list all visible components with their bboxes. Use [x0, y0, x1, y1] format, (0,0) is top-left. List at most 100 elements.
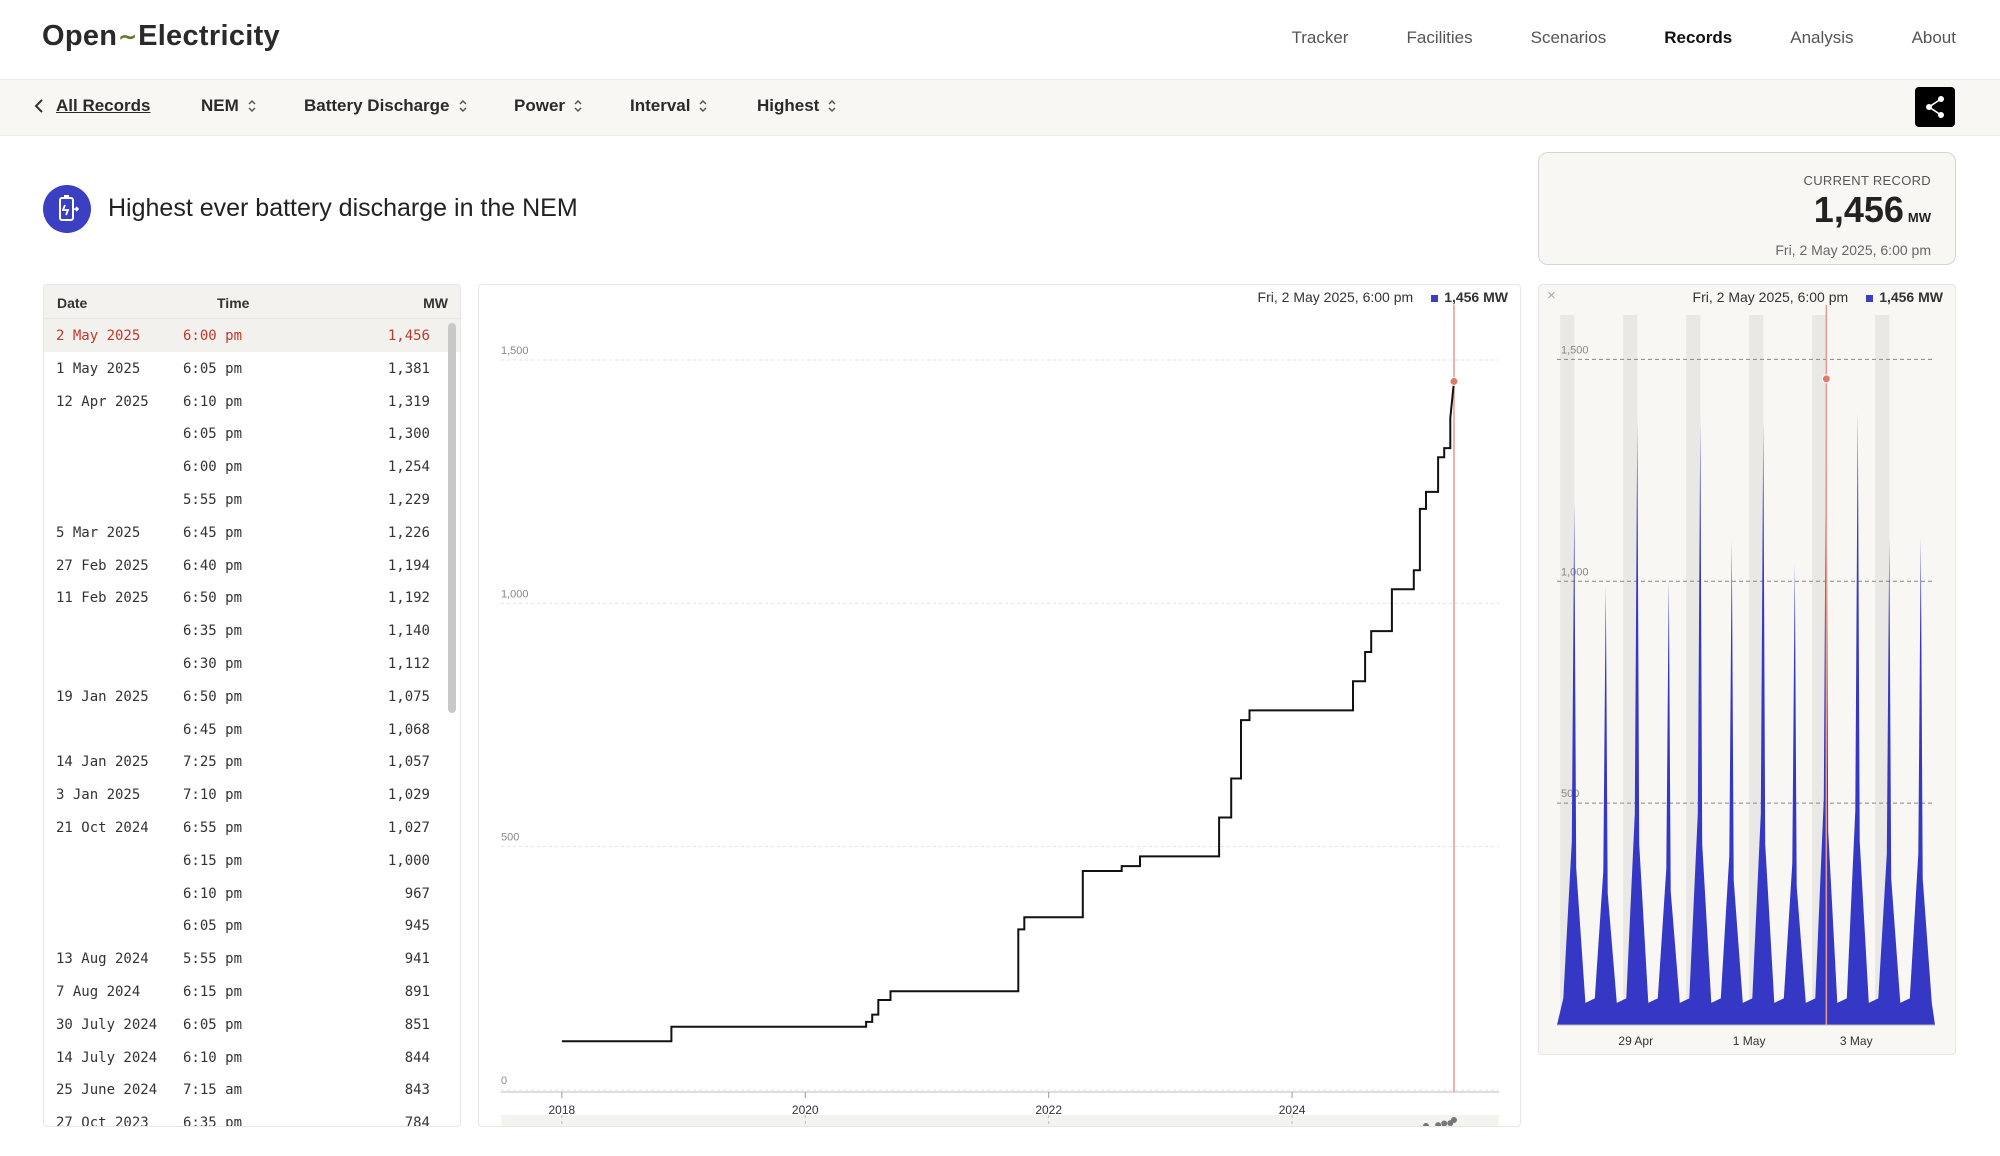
row-date: 30 July 2024: [56, 1016, 158, 1033]
x-tick-label: 1 May: [1733, 1034, 1766, 1048]
y-tick-label: 1,500: [501, 345, 529, 357]
table-row[interactable]: 25 June 2024 7:15 am 843: [44, 1073, 460, 1106]
column-header-date[interactable]: Date: [57, 295, 88, 311]
aggregate-select[interactable]: Highest: [757, 96, 837, 116]
table-row[interactable]: 5:55 pm 1,229: [44, 483, 460, 516]
metric-select[interactable]: Power: [514, 96, 583, 116]
row-time: 6:00 pm: [183, 328, 243, 344]
side-area-chart[interactable]: 500 1,000 1,500 29 Apr 1 May 3 May: [1539, 285, 1955, 1054]
row-time: 7:10 pm: [183, 787, 243, 804]
close-icon[interactable]: ×: [1547, 287, 1556, 304]
share-icon: [1926, 96, 1944, 118]
current-record-card: CURRENT RECORD 1,456 MW Fri, 2 May 2025, …: [1538, 152, 1956, 265]
column-header-mw[interactable]: MW: [423, 295, 448, 311]
table-row[interactable]: 13 Aug 2024 5:55 pm 941: [44, 942, 460, 975]
metric-label: Power: [514, 96, 566, 115]
period-select[interactable]: Interval: [630, 96, 708, 116]
table-row[interactable]: 27 Oct 2023 6:35 pm 784: [44, 1106, 460, 1127]
row-date: 14 July 2024: [56, 1049, 158, 1066]
table-row[interactable]: 14 Jan 2025 7:25 pm 1,057: [44, 745, 460, 778]
table-row[interactable]: 6:05 pm 1,300: [44, 417, 460, 450]
row-date: 5 Mar 2025: [56, 524, 141, 541]
row-mw: 967: [404, 885, 430, 902]
row-time: 6:10 pm: [183, 1049, 243, 1066]
table-row[interactable]: 30 July 2024 6:05 pm 851: [44, 1008, 460, 1041]
table-row[interactable]: 3 Jan 2025 7:10 pm 1,029: [44, 778, 460, 811]
row-time: 6:10 pm: [183, 393, 243, 410]
timeline-dot: [1441, 1120, 1448, 1126]
logo[interactable]: Open ∼ Electricity: [42, 20, 280, 53]
row-date: 12 Apr 2025: [56, 393, 149, 410]
table-row[interactable]: 12 Apr 2025 6:10 pm 1,319: [44, 385, 460, 418]
side-tooltip-date: Fri, 2 May 2025, 6:00 pm: [1692, 289, 1849, 305]
column-header-time[interactable]: Time: [217, 295, 250, 311]
logo-text-right: Electricity: [138, 20, 280, 52]
main-tooltip-value: 1,456 MW: [1444, 289, 1508, 305]
row-mw: 851: [404, 1016, 430, 1033]
row-time: 6:05 pm: [183, 426, 243, 443]
day-band: [1560, 315, 1575, 1025]
table-header: Date Time MW: [44, 285, 460, 319]
row-time: 6:50 pm: [183, 590, 243, 607]
table-row[interactable]: 11 Feb 2025 6:50 pm 1,192: [44, 581, 460, 614]
row-date: 11 Feb 2025: [56, 590, 149, 607]
table-row[interactable]: 1 May 2025 6:05 pm 1,381: [44, 352, 460, 385]
row-mw: 1,319: [387, 393, 430, 410]
table-row[interactable]: 6:00 pm 1,254: [44, 450, 460, 483]
row-mw: 1,000: [387, 852, 430, 869]
nav-link-tracker[interactable]: Tracker: [1291, 28, 1349, 47]
row-time: 7:25 pm: [183, 754, 243, 771]
table-row[interactable]: 21 Oct 2024 6:55 pm 1,027: [44, 811, 460, 844]
table-row[interactable]: 7 Aug 2024 6:15 pm 891: [44, 975, 460, 1008]
table-row[interactable]: 19 Jan 2025 6:50 pm 1,075: [44, 680, 460, 713]
region-select[interactable]: NEM: [201, 96, 257, 116]
table-row[interactable]: 14 July 2024 6:10 pm 844: [44, 1041, 460, 1074]
page-title: Highest ever battery discharge in the NE…: [108, 194, 578, 222]
y-tick-label: 1,000: [501, 588, 529, 600]
row-time: 6:05 pm: [183, 1016, 243, 1033]
side-tooltip-value: 1,456 MW: [1879, 289, 1943, 305]
timeline-dot: [1435, 1122, 1442, 1126]
main-chart-panel: Fri, 2 May 2025, 6:00 pm 1,456 MW 0 500 1,…: [478, 284, 1521, 1127]
table-row[interactable]: 6:35 pm 1,140: [44, 614, 460, 647]
row-time: 6:45 pm: [183, 524, 243, 541]
all-records-link[interactable]: All Records: [34, 96, 150, 116]
row-date: 1 May 2025: [56, 360, 141, 377]
nav-link-records[interactable]: Records: [1664, 28, 1733, 47]
row-time: 6:50 pm: [183, 688, 243, 705]
nav-link-facilities[interactable]: Facilities: [1406, 28, 1473, 47]
current-record-date: Fri, 2 May 2025, 6:00 pm: [1775, 242, 1931, 258]
row-mw: 784: [404, 1115, 430, 1127]
row-time: 6:35 pm: [183, 1115, 243, 1127]
updown-chevron-icon: [248, 99, 256, 113]
table-row[interactable]: 6:10 pm 967: [44, 877, 460, 910]
battery-discharge-icon: [43, 185, 91, 233]
row-time: 6:15 pm: [183, 852, 243, 869]
y-tick-label: 1,500: [1561, 344, 1589, 356]
table-row[interactable]: 6:05 pm 945: [44, 909, 460, 942]
row-mw: 1,057: [387, 754, 430, 771]
region-label: NEM: [201, 96, 239, 115]
fueltech-select[interactable]: Battery Discharge: [304, 96, 468, 116]
share-button[interactable]: [1915, 87, 1955, 127]
side-tooltip-value-row: 1,456 MW: [1866, 289, 1943, 305]
row-mw: 844: [404, 1049, 430, 1066]
table-row[interactable]: 6:30 pm 1,112: [44, 647, 460, 680]
table-row[interactable]: 6:45 pm 1,068: [44, 713, 460, 746]
nav-links: Tracker Facilities Scenarios Records Ana…: [1291, 28, 1956, 48]
table-row[interactable]: 5 Mar 2025 6:45 pm 1,226: [44, 516, 460, 549]
main-step-chart[interactable]: 05001,0001,50020182020202220242018202020…: [479, 285, 1520, 1126]
table-row[interactable]: 6:15 pm 1,000: [44, 844, 460, 877]
current-record-label: CURRENT RECORD: [1803, 173, 1931, 188]
table-row[interactable]: 2 May 2025 6:00 pm 1,456: [44, 319, 460, 352]
table-row[interactable]: 27 Feb 2025 6:40 pm 1,194: [44, 549, 460, 582]
timeline-dot: [1422, 1122, 1429, 1126]
row-date: 2 May 2025: [56, 328, 141, 344]
nav-link-about[interactable]: About: [1911, 28, 1956, 47]
record-point: [1449, 376, 1459, 386]
row-date: 27 Oct 2023: [56, 1115, 149, 1127]
table-scrollbar[interactable]: [448, 323, 456, 713]
x-tick-label: 3 May: [1840, 1034, 1873, 1048]
nav-link-analysis[interactable]: Analysis: [1790, 28, 1854, 47]
nav-link-scenarios[interactable]: Scenarios: [1530, 28, 1607, 47]
